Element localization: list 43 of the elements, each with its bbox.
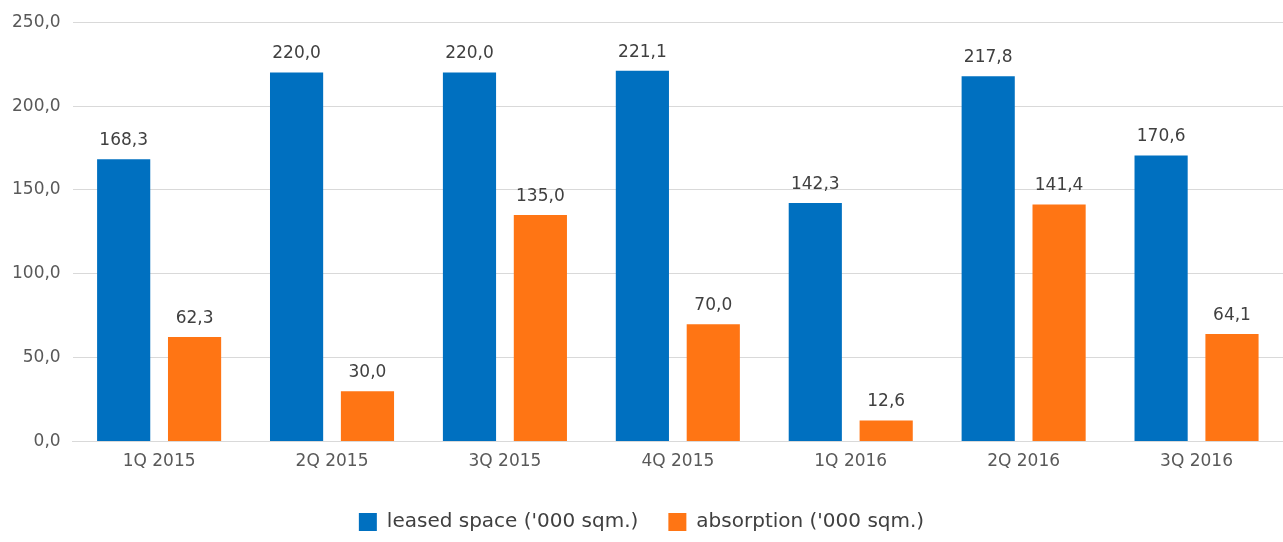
y-tick-label: 250,0 (12, 10, 61, 31)
bar (1134, 155, 1188, 442)
y-tick-label: 100,0 (12, 262, 61, 283)
y-tick-label: 50,0 (22, 346, 61, 367)
data-label: 170,6 (1136, 125, 1186, 146)
bar (788, 202, 842, 442)
data-label: 220,0 (445, 42, 494, 63)
bar (513, 215, 567, 442)
y-tick-label: 150,0 (12, 178, 61, 199)
x-tick-label: 2Q 2015 (295, 450, 369, 471)
bar (340, 391, 395, 442)
y-tick-label: 200,0 (12, 94, 61, 115)
x-tick-label: 1Q 2016 (814, 450, 888, 471)
data-label: 30,0 (348, 361, 387, 382)
legend-label: leased space ('000 sqm.) (386, 508, 639, 533)
bar (1032, 204, 1086, 442)
data-label: 135,0 (516, 185, 565, 206)
x-tick-label: 3Q 2015 (468, 450, 542, 471)
legend-label: absorption ('000 sqm.) (696, 508, 925, 533)
bar (97, 159, 151, 442)
bar (1205, 334, 1259, 442)
bar (961, 76, 1015, 442)
bar (270, 72, 324, 442)
data-label: 220,0 (272, 42, 321, 63)
bar (442, 72, 497, 442)
bar (167, 337, 222, 442)
bar (615, 70, 669, 442)
data-label: 64,1 (1213, 303, 1251, 324)
data-label: 217,8 (963, 46, 1013, 67)
data-label: 141,4 (1034, 174, 1084, 195)
bar (686, 324, 740, 442)
x-tick-label: 1Q 2015 (122, 450, 196, 471)
y-tick-label: 0,0 (33, 430, 61, 451)
data-label: 168,3 (99, 129, 149, 150)
x-tick-label: 3Q 2016 (1160, 450, 1233, 471)
data-label: 70,0 (694, 294, 733, 315)
data-label: 142,3 (790, 172, 840, 193)
data-label: 62,3 (175, 307, 214, 328)
bar (859, 420, 913, 442)
x-tick-label: 2Q 2016 (987, 450, 1061, 471)
data-label: 12,6 (867, 390, 906, 411)
x-tick-label: 4Q 2015 (641, 450, 715, 471)
data-label: 221,1 (618, 40, 667, 61)
